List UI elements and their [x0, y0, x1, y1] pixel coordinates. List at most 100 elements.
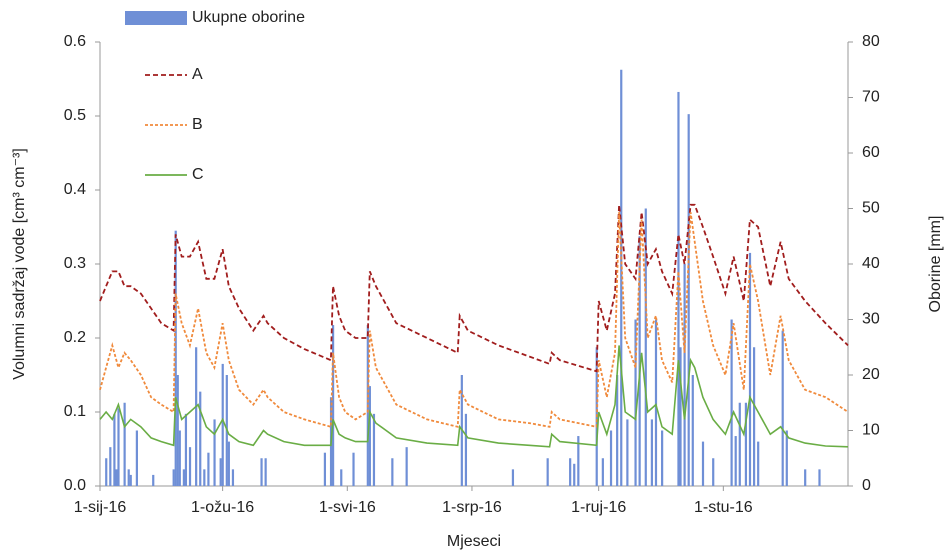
precip-bar	[213, 419, 216, 486]
precip-bar	[152, 474, 155, 486]
precip-bar	[221, 363, 224, 486]
legend-label: A	[192, 66, 203, 83]
precip-bar	[757, 441, 760, 486]
y2-axis-title: Oborine [mm]	[927, 216, 944, 313]
precip-bar	[654, 319, 658, 486]
precip-bar	[372, 413, 376, 486]
precip-bar	[340, 469, 343, 486]
precip-bar	[115, 469, 118, 486]
y2-tick-label: 50	[862, 200, 880, 217]
precip-bar	[644, 208, 647, 486]
precip-bar	[638, 236, 641, 486]
y-tick-label: 0.1	[64, 403, 86, 420]
y2-tick-label: 30	[862, 311, 880, 328]
y-tick-label: 0.4	[64, 181, 86, 198]
precip-bar	[569, 458, 572, 486]
y-tick-label: 0.6	[64, 33, 86, 50]
precip-bar	[634, 319, 637, 486]
precip-bar	[227, 441, 230, 486]
precip-bar	[117, 408, 120, 486]
y2-tick-label: 70	[862, 89, 880, 106]
y-axis-title: Volumni sadržaj vode [cm³ cm⁻³]	[11, 148, 28, 380]
precip-bar	[219, 458, 222, 486]
precip-bar	[207, 452, 210, 486]
precip-bar	[752, 347, 756, 486]
line-c	[99, 345, 849, 448]
precip-bar	[264, 458, 267, 486]
y2-tick-label: 10	[862, 422, 880, 439]
precip-bar	[650, 419, 654, 486]
precip-bar	[178, 430, 181, 486]
legend-label: C	[192, 166, 204, 183]
y2-tick-label: 60	[862, 144, 880, 161]
precip-bar	[113, 413, 116, 486]
precip-bar	[620, 69, 623, 486]
precip-bar	[701, 441, 705, 486]
x-tick-label: 1-stu-16	[694, 499, 753, 516]
precip-bar	[748, 252, 752, 486]
x-axis-title: Mjeseci	[447, 533, 501, 550]
precip-bar	[135, 430, 138, 486]
precip-bar	[785, 430, 788, 486]
precip-bar	[679, 347, 682, 486]
precip-bar	[626, 419, 629, 486]
y2-tick-label: 0	[862, 477, 871, 494]
precip-bar	[577, 436, 580, 486]
line-b	[99, 212, 849, 428]
precip-bar	[195, 347, 198, 486]
legend-swatch	[125, 11, 187, 25]
precip-bar	[172, 469, 175, 486]
x-tick-label: 1-sij-16	[74, 499, 127, 516]
precip-bar	[573, 463, 576, 486]
precip-bar	[616, 375, 619, 486]
legend-label: Ukupne oborine	[192, 9, 305, 26]
precip-bar	[738, 402, 741, 486]
precip-bar	[734, 436, 737, 486]
precip-bar	[368, 386, 371, 486]
precip-bar	[109, 447, 112, 486]
precip-bar	[661, 430, 664, 486]
precip-bar	[352, 452, 355, 486]
precip-bar	[331, 325, 335, 486]
y-tick-label: 0.0	[64, 477, 86, 494]
x-tick-label: 1-ruj-16	[571, 499, 626, 516]
x-tick-label: 1-srp-16	[442, 499, 502, 516]
precip-bar	[184, 413, 188, 486]
precip-bar	[231, 469, 235, 486]
x-tick-label: 1-svi-16	[319, 499, 376, 516]
precip-bar	[129, 474, 132, 486]
x-tick-label: 1-ožu-16	[191, 499, 254, 516]
precip-bar	[691, 375, 694, 486]
precip-bar	[188, 447, 192, 486]
precip-bar	[464, 413, 468, 486]
precip-bar	[127, 469, 130, 486]
precip-bar	[818, 469, 821, 486]
legend-label: B	[192, 116, 203, 133]
precip-bar	[609, 430, 613, 486]
precip-bar	[511, 469, 515, 486]
precip-bar	[174, 230, 177, 486]
precip-bar	[105, 458, 108, 486]
line-a	[99, 203, 849, 373]
y2-tick-label: 80	[862, 33, 880, 50]
precip-bar	[176, 375, 179, 486]
precip-bar	[712, 458, 715, 486]
precip-bar	[123, 402, 126, 486]
precip-bar	[601, 458, 604, 486]
precip-bar	[677, 91, 680, 486]
precip-bar	[687, 114, 690, 487]
y2-tick-label: 40	[862, 255, 880, 272]
precip-bar	[182, 469, 185, 486]
precip-bar	[203, 469, 206, 486]
precip-bar	[744, 402, 748, 486]
precip-bar	[546, 458, 549, 486]
precip-bar	[730, 319, 733, 486]
y2-tick-label: 20	[862, 366, 880, 383]
precip-bar	[323, 452, 327, 486]
precip-bar	[260, 458, 263, 486]
precip-bar	[405, 447, 408, 486]
precip-bar	[391, 458, 394, 486]
y-tick-label: 0.2	[64, 329, 86, 346]
precip-bar	[683, 264, 686, 486]
y-tick-label: 0.3	[64, 255, 86, 272]
